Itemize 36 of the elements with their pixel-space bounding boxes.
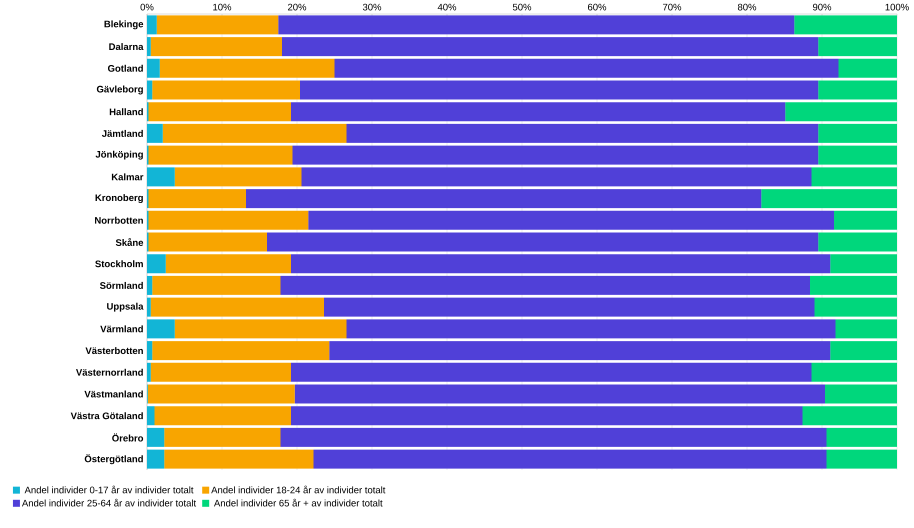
y-tick-label: Västra Götaland <box>70 412 143 420</box>
y-tick-label: Blekinge <box>104 20 144 30</box>
y-tick-label: Dalarna <box>109 43 144 50</box>
x-tick-label: 70% <box>662 4 682 10</box>
legend-label: Andel individer 0-17 år av individer totalt <box>24 486 194 494</box>
y-tick-label: Halland <box>110 108 143 116</box>
y-tick-label: Kronoberg <box>96 194 143 204</box>
y-tick-label: Gotland <box>108 64 143 72</box>
y-tick-label: Sörmland <box>100 282 143 289</box>
x-tick-label: 60% <box>588 4 606 10</box>
legend-label: Andel individer 25-64 år av individer totalt <box>22 498 196 506</box>
legend-label: Andel individer 65 år + av individer totalt <box>214 498 383 506</box>
x-tick-label: 20% <box>288 4 306 10</box>
x-tick-label: 80% <box>738 4 756 10</box>
x-tick-label: 0% <box>140 4 154 10</box>
x-tick-label: 40% <box>438 4 456 10</box>
y-tick-label: Östergötland <box>84 454 143 464</box>
y-tick-label: Västernorrland <box>76 368 143 376</box>
y-tick-label: Västmanland <box>84 390 143 398</box>
x-tick-label: 50% <box>512 4 532 10</box>
x-tick-label: 100% <box>886 4 909 10</box>
y-tick-label: Jämtland <box>102 130 143 137</box>
x-tick-label: 90% <box>812 4 832 10</box>
y-tick-label: Örebro <box>112 433 144 442</box>
y-tick-label: Skåne <box>116 238 144 246</box>
y-tick-label: Norrbotten <box>95 216 143 224</box>
y-tick-label: Jönköping <box>96 150 143 160</box>
x-tick-label: 10% <box>213 4 232 10</box>
legend-label: Andel individer 18-24 år av individer totalt <box>211 486 386 494</box>
y-tick-label: Gävleborg <box>96 86 143 94</box>
y-tick-label: Västerbotten <box>85 347 143 354</box>
y-tick-label: Stockholm <box>95 260 143 268</box>
x-tick-label: 30% <box>362 4 382 10</box>
y-tick-label: Kalmar <box>112 173 144 180</box>
y-tick-label: Uppsala <box>107 302 144 312</box>
y-tick-label: Värmland <box>100 325 143 332</box>
